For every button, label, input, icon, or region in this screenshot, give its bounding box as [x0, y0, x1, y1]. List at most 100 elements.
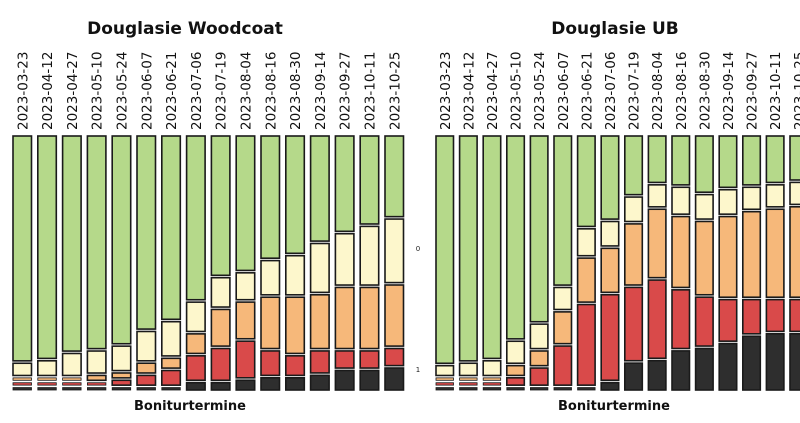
x-tick-label: 2023-09-14 [313, 52, 329, 130]
bar-segment [600, 247, 620, 294]
bar-segment [600, 381, 620, 391]
stacked-bars [435, 135, 800, 391]
bar-segment [185, 135, 206, 301]
bar-segment [284, 135, 306, 255]
bar-segment [718, 135, 738, 189]
bar-segment [334, 350, 355, 369]
bar-segment [671, 350, 691, 391]
x-tick-label: 2023-07-19 [627, 52, 643, 130]
bar-segment [359, 286, 380, 350]
bar-segment [309, 293, 330, 350]
bar-segment [765, 208, 785, 299]
bar-segment [459, 377, 478, 381]
bar-segment [530, 387, 549, 391]
bar-segment [359, 225, 380, 286]
bar-segment [435, 364, 455, 377]
x-tick-label: 2023-09-27 [745, 52, 761, 130]
stacked-bars [12, 135, 405, 391]
bar-segment [765, 298, 785, 333]
bar-segment [260, 135, 281, 259]
bar-segment [671, 215, 691, 289]
bar-segment [359, 369, 380, 391]
bar-segment [37, 382, 57, 386]
bar-segment [694, 220, 714, 296]
side-label-one: 1 [416, 366, 420, 374]
x-tick-label: 2023-10-25 [387, 52, 403, 130]
bar-segment [260, 350, 281, 377]
bar-segment [12, 387, 32, 391]
bar-segment [718, 188, 738, 215]
bar-segment [384, 347, 405, 367]
x-tick-label: 2023-10-25 [792, 52, 800, 130]
panel-douglasie-ub: Douglasie UB 2023-03-23 2023-04-12 2023-04… [435, 19, 800, 414]
bar-segment [623, 135, 644, 196]
bar-segment [459, 387, 478, 391]
bar-segment [136, 387, 156, 391]
bar-segment [576, 303, 596, 386]
bar-segment [553, 387, 572, 391]
side-label-zero: 0 [416, 245, 420, 253]
bar-segment [553, 345, 573, 386]
bar-segment [576, 228, 596, 257]
bar-segment [623, 196, 644, 223]
bar-segment [671, 289, 691, 350]
bar-segment [86, 135, 107, 350]
bar-segment [694, 347, 714, 391]
x-tick-label: 2023-10-11 [362, 52, 378, 130]
bar-segment [235, 272, 256, 301]
bar-segment [161, 135, 182, 321]
bar-segment [623, 223, 644, 286]
bar-segment [12, 135, 33, 362]
bar-segment [482, 382, 502, 386]
bar-segment [435, 135, 455, 365]
bar-segment [62, 382, 82, 386]
x-tick-label: 2023-05-10 [90, 52, 106, 130]
bar-segment [136, 374, 157, 386]
bar-segment [309, 374, 330, 391]
bar-segment [12, 382, 32, 386]
bar-segment [384, 284, 405, 347]
bar-segment [576, 135, 596, 228]
bar-segment [529, 135, 549, 323]
bar-segment [694, 296, 714, 347]
bar-segment [647, 184, 667, 208]
bar-segment [309, 242, 330, 294]
x-tick-label: 2023-08-16 [263, 52, 279, 130]
bar-segment [359, 135, 380, 225]
bar-segment [37, 377, 57, 381]
bar-segment [741, 335, 762, 391]
bar-segment [765, 135, 785, 184]
bar-segment [185, 301, 206, 333]
x-tick-label: 2023-08-30 [288, 52, 304, 130]
bar-segment [577, 387, 596, 391]
bar-segment [384, 367, 405, 391]
bar-segment [482, 377, 502, 381]
x-tick-label: 2023-08-30 [697, 52, 713, 130]
bar-segment [765, 184, 785, 208]
bar-segment [111, 372, 132, 379]
bar-segment [576, 257, 596, 303]
x-tick-label: 2023-06-07 [556, 52, 572, 130]
bar-segment [505, 377, 526, 386]
bar-segment [505, 135, 526, 340]
bar-segment [647, 359, 667, 391]
bar-segment [384, 218, 405, 284]
bar-segment [185, 381, 206, 391]
x-tick-labels: 2023-03-23 2023-04-12 2023-04-27 2023-05-10… [15, 52, 403, 130]
x-tick-label: 2023-06-21 [579, 52, 595, 130]
bar-segment [210, 276, 231, 308]
bar-segment [309, 350, 330, 374]
bar-segment [161, 369, 182, 386]
bar-segment [86, 350, 107, 374]
x-tick-label: 2023-04-27 [65, 52, 81, 130]
bar-segment [459, 382, 478, 386]
x-tick-label: 2023-09-27 [338, 52, 354, 130]
bar-segment [647, 135, 667, 184]
bar-segment [741, 210, 762, 299]
bar-segment [741, 186, 762, 211]
x-tick-label: 2023-08-16 [674, 52, 690, 130]
bar-segment [284, 296, 306, 355]
bar-segment [37, 387, 57, 391]
bar-segment [235, 135, 256, 272]
bar-segment [506, 387, 525, 391]
